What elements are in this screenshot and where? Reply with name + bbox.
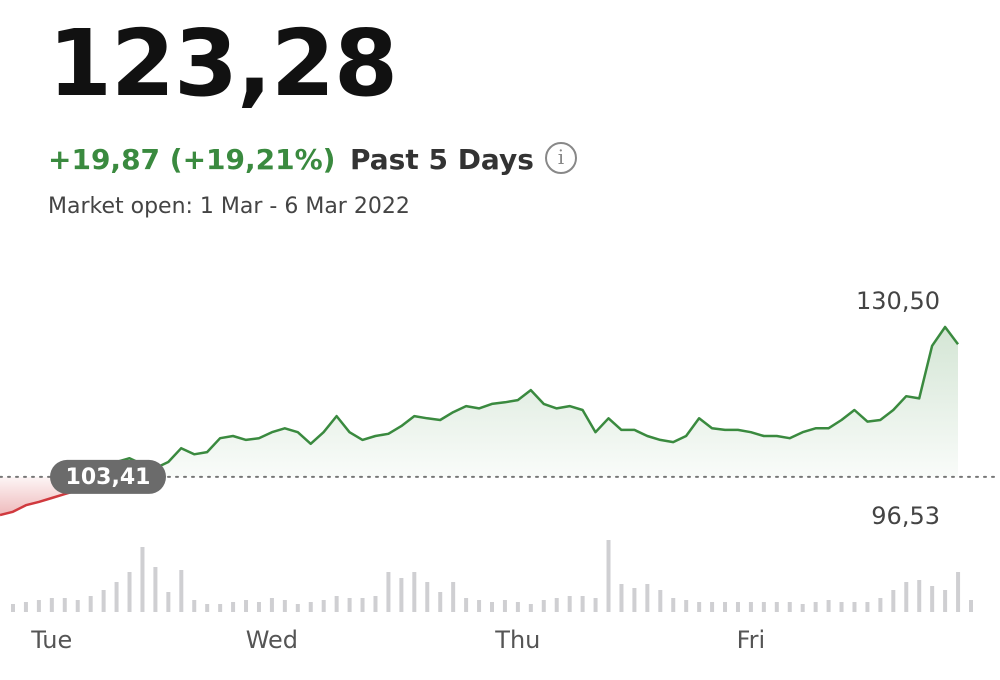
high-label: 130,50 [856,287,940,315]
volume-bar [502,600,507,612]
price-area [0,327,958,515]
volume-bar [658,590,663,612]
volume-bar [852,602,857,612]
volume-bar [632,588,637,612]
volume-bar [11,604,15,612]
volume-bar [347,598,352,612]
volume-bar [166,592,171,612]
volume-bar [477,600,482,612]
volume-bar [205,604,210,612]
volume-bar [295,604,300,612]
volume-bar [956,572,961,612]
volume-bar [748,602,753,612]
volume-bar [671,598,676,612]
volume-bar [645,584,650,612]
change: +19,87 (+19,21%) [48,143,336,176]
volume-bar [969,600,973,612]
volume-bar [62,598,67,612]
reference-pill [50,459,166,494]
volume-bar [425,582,430,612]
volume-bar [218,604,223,612]
volume-bar [490,602,494,612]
volume-bar [554,598,559,612]
volume-bar [684,600,689,612]
volume-bar [438,592,443,612]
volume-bar [88,596,93,612]
low-label: 96,53 [871,502,940,530]
volume-bar [192,600,197,612]
volume-bar [787,602,792,612]
volume-bar [710,602,715,612]
volume-bar [256,602,261,612]
volume-bar [619,584,624,612]
volume-bar [826,600,831,612]
volume-bar [231,602,236,612]
volume-bar [244,600,249,612]
volume-bar [23,602,28,612]
volume-bar [373,596,378,612]
volume-bar [606,540,611,612]
volume-bar [451,582,456,612]
volume-bar [153,567,158,612]
market-status: Market open: 1 Mar - 6 Mar 2022 [48,194,410,219]
volume-bar [735,602,740,612]
volume-bar [567,596,572,612]
volume-bar [515,602,520,612]
volume-bar [386,572,391,612]
volume-bar [101,590,106,612]
volume-bar [360,598,365,612]
volume-bar [865,602,870,612]
x-tick-label: Fri [737,626,766,654]
period: Past 5 Days [350,143,534,176]
volume-bar [813,602,818,612]
volume-bar [697,602,702,612]
volume-bar [917,580,922,612]
volume-bar [839,602,844,612]
volume-bar [127,572,132,612]
volume-bar [904,582,909,612]
volume-bar [580,596,585,612]
volume-bar [179,570,184,612]
volume-bar [321,600,326,612]
volume-bar [800,604,805,612]
volume-bar [878,598,883,612]
x-tick-label: Tue [30,626,72,654]
volume-bar [464,598,469,612]
volume-bar [75,600,80,612]
volume-bar [49,598,54,612]
volume-bar [528,604,533,612]
volume-bar [114,582,119,612]
volume-bar [36,600,41,612]
volume-bar [774,602,779,612]
volume-bar [308,602,313,612]
volume-bar [399,578,404,612]
volume-bar [282,600,287,612]
volume-bar [761,602,766,612]
price: 123,28 [48,10,398,117]
volume-bar [269,598,274,612]
volume-bar [723,602,728,612]
volume-bar [541,600,546,612]
reference-label: 103,41 [66,465,151,490]
info-icon[interactable]: i [545,142,577,174]
volume-bar [334,596,339,612]
x-tick-label: Thu [494,626,540,654]
volume-bar [891,590,896,612]
x-tick-label: Wed [246,626,298,654]
volume-bar [412,572,417,612]
volume-bar [593,598,598,612]
volume-bar [930,586,935,612]
volume-bar [943,590,948,612]
volume-bar [140,547,145,612]
